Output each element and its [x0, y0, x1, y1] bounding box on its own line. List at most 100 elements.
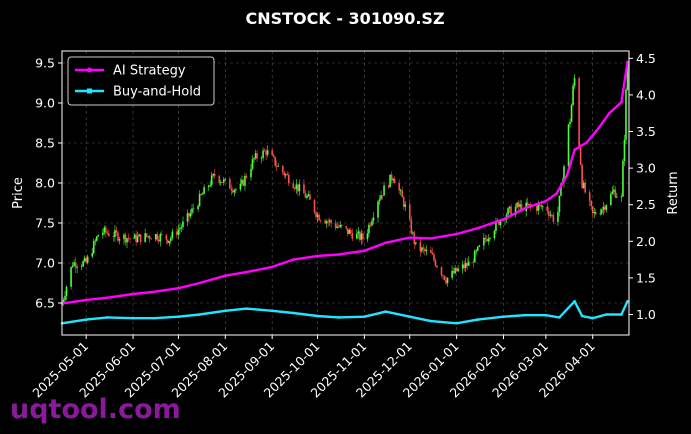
series-point-ai-strategy	[608, 111, 611, 115]
candle-body	[443, 275, 446, 280]
series-point-buy-and-hold	[626, 300, 629, 303]
candle-body	[378, 199, 381, 202]
candle-body	[538, 204, 541, 206]
candle-body	[250, 168, 252, 178]
candle-body	[156, 234, 159, 240]
candle-body	[593, 211, 596, 214]
candle-body	[455, 267, 458, 272]
candle-body	[401, 190, 403, 198]
candle-body	[424, 248, 426, 252]
y-tick-label: 7.5	[35, 216, 55, 231]
candle-body	[402, 197, 405, 207]
candle-body	[242, 179, 245, 186]
candle-body	[552, 214, 555, 222]
legend-buy-hold-label: Buy-and-Hold	[113, 85, 201, 100]
candle-body	[263, 150, 266, 152]
series-point-ai-strategy	[223, 274, 227, 278]
candle-body	[614, 189, 617, 198]
return-lines	[60, 60, 629, 325]
candle-body	[582, 182, 585, 188]
candle-body	[484, 237, 487, 240]
candle-body	[334, 223, 337, 228]
candle-body	[200, 193, 202, 195]
candle-body	[91, 253, 94, 257]
candle-body	[452, 270, 455, 274]
candle-body	[118, 238, 121, 241]
candle-body	[253, 158, 255, 160]
candle-body	[430, 249, 432, 254]
candle-body	[357, 231, 360, 234]
series-point-buy-and-hold	[198, 313, 201, 316]
candle-body	[366, 233, 369, 240]
candle-body	[431, 253, 434, 255]
series-point-ai-strategy	[198, 281, 201, 285]
candle-body	[578, 78, 580, 148]
candle-body	[266, 150, 269, 155]
candle-body	[398, 183, 400, 191]
candle-body	[489, 238, 491, 239]
series-point-buy-and-hold	[605, 313, 608, 316]
candle-body	[372, 217, 375, 222]
candle-body	[623, 139, 626, 162]
candle-body	[483, 237, 485, 246]
candle-body	[212, 173, 214, 176]
candle-body	[254, 153, 257, 159]
series-point-ai-strategy	[131, 292, 135, 296]
candle-body	[192, 208, 195, 210]
candle-body	[507, 208, 509, 215]
candle-body	[464, 263, 467, 269]
candle-body	[415, 242, 417, 244]
candle-body	[380, 195, 382, 200]
candle-body	[86, 256, 89, 263]
y2-tick-label: 3.5	[636, 124, 656, 139]
candle-body	[222, 179, 225, 183]
candle-body	[330, 220, 332, 224]
candle-body	[318, 214, 320, 221]
candle-body	[602, 206, 605, 210]
y-tick-label: 6.5	[35, 296, 55, 311]
candle-body	[362, 233, 364, 240]
candle-body	[467, 261, 470, 266]
candle-body	[277, 165, 280, 167]
candle-body	[256, 153, 258, 159]
y-axis-right: 1.0 1.5 2.0 2.5 3.0 3.5 4.0 4.5	[629, 51, 656, 322]
candle-body	[274, 156, 276, 166]
candle-body	[136, 236, 139, 243]
series-point-buy-and-hold	[544, 313, 548, 317]
series-point-ai-strategy	[585, 141, 588, 144]
candle-body	[150, 238, 153, 240]
candle-body	[297, 184, 299, 192]
candle-body	[517, 202, 520, 207]
candle-body	[499, 220, 502, 225]
candle-body	[399, 190, 402, 192]
candle-body	[340, 224, 343, 227]
candle-body	[171, 231, 174, 239]
candle-body	[339, 224, 342, 228]
candle-body	[348, 229, 351, 234]
candle-body	[298, 184, 301, 192]
series-point-ai-strategy	[476, 226, 480, 230]
series-point-ai-strategy	[544, 199, 548, 203]
candle-body	[346, 228, 349, 234]
candle-body	[124, 234, 127, 243]
candle-body	[540, 205, 543, 207]
candle-body	[235, 189, 237, 191]
candle-body	[573, 78, 576, 86]
candle-body	[94, 240, 97, 242]
candle-body	[271, 150, 273, 156]
candle-body	[219, 182, 222, 183]
series-point-ai-strategy	[555, 192, 558, 196]
candle-body	[115, 230, 118, 233]
candle-body	[283, 172, 286, 176]
candle-body	[260, 157, 263, 159]
candle-body	[147, 236, 149, 238]
candle-body	[108, 233, 110, 237]
candle-body	[229, 178, 231, 189]
candle-body	[294, 188, 296, 189]
candle-body	[457, 268, 459, 272]
candle-body	[198, 193, 201, 207]
candle-body	[188, 213, 190, 217]
candle-body	[404, 204, 407, 207]
candle-body	[191, 208, 193, 213]
candle-body	[133, 234, 136, 239]
